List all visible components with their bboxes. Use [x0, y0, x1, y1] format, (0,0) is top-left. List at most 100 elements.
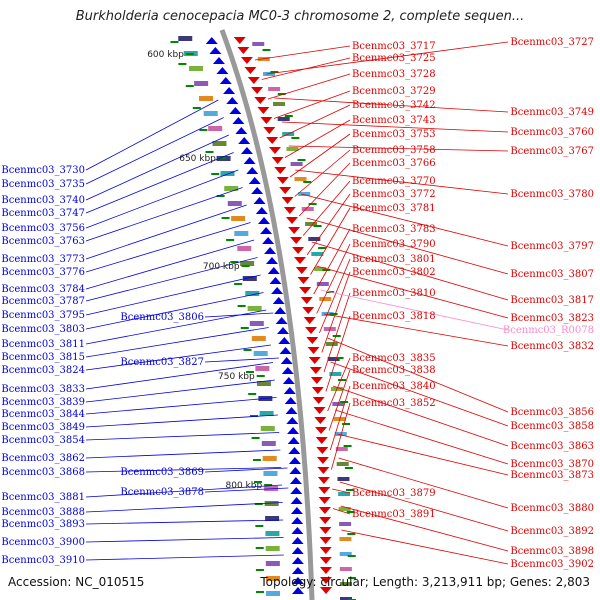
gene-label[interactable]: Bcenmc03_3756 [1, 223, 85, 234]
gene-label[interactable]: Bcenmc03_3725 [352, 53, 436, 64]
gene-label[interactable]: Bcenmc03_3880 [510, 503, 594, 514]
gene-label[interactable]: Bcenmc03_3863 [510, 441, 594, 452]
gene-label[interactable]: Bcenmc03_3766 [352, 158, 436, 169]
gene-label[interactable]: Bcenmc03_3833 [1, 384, 85, 395]
gene-label[interactable]: Bcenmc03_3858 [510, 421, 594, 432]
gene-label[interactable]: Bcenmc03_3787 [1, 296, 85, 307]
gene-label[interactable]: Bcenmc03_3900 [1, 537, 85, 548]
gene-label[interactable]: Bcenmc03_3758 [352, 145, 436, 156]
plus-strand-gene-arrow [291, 517, 304, 524]
gene-leader-line [85, 379, 275, 403]
gene-label[interactable]: Bcenmc03_3802 [352, 267, 436, 278]
gene-label[interactable]: Bcenmc03_3862 [1, 453, 85, 464]
gene-label[interactable]: Bcenmc03_3807 [510, 269, 594, 280]
gene-label[interactable]: Bcenmc03_3781 [352, 203, 436, 214]
gene-label[interactable]: Bcenmc03_3818 [352, 311, 436, 322]
genome-summary-text: Topology: circular; Length: 3,213,911 bp… [260, 575, 590, 589]
gene-label[interactable]: Bcenmc03_3844 [1, 409, 85, 420]
gene-label[interactable]: Bcenmc03_3767 [510, 146, 594, 157]
gene-label[interactable]: Bcenmc03_3763 [1, 236, 85, 247]
gene-label[interactable]: Bcenmc03_3743 [352, 115, 436, 126]
gene-label[interactable]: Bcenmc03_3878 [120, 487, 204, 498]
gene-function-block [314, 267, 327, 271]
plus-strand-gene-arrow [287, 427, 300, 434]
gene-label[interactable]: Bcenmc03_3870 [510, 459, 594, 470]
gene-label[interactable]: Bcenmc03_3735 [1, 179, 85, 190]
gene-function-block [247, 306, 262, 311]
gene-function-block [249, 321, 264, 326]
minus-strand-gene-arrow [271, 157, 284, 164]
gene-label[interactable]: Bcenmc03_3801 [352, 254, 436, 265]
gene-label[interactable]: Bcenmc03_3760 [510, 127, 594, 138]
gene-label[interactable]: Bcenmc03_3839 [1, 397, 85, 408]
gene-label[interactable]: Bcenmc03_3879 [352, 488, 436, 499]
gene-label[interactable]: Bcenmc03_3849 [1, 422, 85, 433]
gene-leader-line [85, 327, 269, 358]
gene-label[interactable]: Bcenmc03_3806 [120, 312, 204, 323]
gene-label[interactable]: Bcenmc03_3902 [510, 559, 594, 570]
chromosome-backbone [219, 29, 315, 600]
gene-label[interactable]: Bcenmc03_3888 [1, 507, 85, 518]
gene-label[interactable]: Bcenmc03_3780 [510, 189, 594, 200]
gene-label[interactable]: Bcenmc03_3856 [510, 407, 594, 418]
gene-label[interactable]: Bcenmc03_3742 [352, 100, 436, 111]
gene-label[interactable]: Bcenmc03_3881 [1, 492, 85, 503]
gene-label[interactable]: Bcenmc03_3892 [510, 526, 594, 537]
gene-leader-line [320, 289, 509, 331]
gene-label[interactable]: Bcenmc03_3854 [1, 435, 85, 446]
gene-label[interactable]: Bcenmc03_3784 [1, 284, 85, 295]
gene-label[interactable]: Bcenmc03_3772 [352, 189, 436, 200]
gene-label[interactable]: Bcenmc03_3747 [1, 208, 85, 219]
gene-label[interactable]: Bcenmc03_3728 [352, 69, 436, 80]
plus-strand-gene-arrow [286, 417, 299, 424]
gene-label[interactable]: Bcenmc03_3823 [510, 313, 594, 324]
gene-label[interactable]: Bcenmc03_3740 [1, 195, 85, 206]
gene-label[interactable]: Bcenmc03_3770 [352, 176, 436, 187]
gene-label[interactable]: Bcenmc03_3729 [352, 86, 436, 97]
gene-label[interactable]: Bcenmc03_3817 [510, 295, 594, 306]
gene-label[interactable]: Bcenmc03_3727 [510, 37, 594, 48]
gene-label[interactable]: Bcenmc03_3898 [510, 546, 594, 557]
plus-strand-gene-arrow [291, 537, 304, 544]
gene-label[interactable]: Bcenmc03_R0078 [503, 325, 594, 336]
gene-label[interactable]: Bcenmc03_3803 [1, 324, 85, 335]
gene-label[interactable]: Bcenmc03_3824 [1, 365, 85, 376]
gene-label[interactable]: Bcenmc03_3730 [1, 165, 85, 176]
gene-label[interactable]: Bcenmc03_3776 [1, 267, 85, 278]
gene-label[interactable]: Bcenmc03_3835 [352, 353, 436, 364]
gene-label[interactable]: Bcenmc03_3717 [352, 41, 436, 52]
gene-label[interactable]: Bcenmc03_3753 [352, 129, 436, 140]
gene-label[interactable]: Bcenmc03_3869 [120, 467, 204, 478]
minus-strand-gene-arrow [317, 477, 330, 484]
gene-label[interactable]: Bcenmc03_3910 [1, 555, 85, 566]
gene-label[interactable]: Bcenmc03_3815 [1, 352, 85, 363]
gene-leader-line [330, 402, 351, 470]
gene-label[interactable]: Bcenmc03_3891 [352, 509, 436, 520]
gene-label[interactable]: Bcenmc03_3797 [510, 241, 594, 252]
gene-label[interactable]: Bcenmc03_3790 [352, 239, 436, 250]
gene-label[interactable]: Bcenmc03_3840 [352, 381, 436, 392]
gene-leader-line [85, 397, 277, 415]
gene-label[interactable]: Bcenmc03_3832 [510, 341, 594, 352]
gene-label[interactable]: Bcenmc03_3827 [120, 357, 204, 368]
gene-label[interactable]: Bcenmc03_3749 [510, 107, 594, 118]
plus-strand-gene-arrow [209, 47, 222, 54]
gene-label[interactable]: Bcenmc03_3852 [352, 398, 436, 409]
gene-label[interactable]: Bcenmc03_3810 [352, 288, 436, 299]
gene-label[interactable]: Bcenmc03_3838 [352, 365, 436, 376]
gene-label[interactable]: Bcenmc03_3873 [510, 470, 594, 481]
gene-label[interactable]: Bcenmc03_3773 [1, 254, 85, 265]
gene-leader-line [339, 481, 509, 532]
plus-strand-gene-arrow [229, 107, 242, 114]
plus-strand-gene-arrow [219, 77, 232, 84]
gene-label[interactable]: Bcenmc03_3795 [1, 310, 85, 321]
gene-function-block [337, 477, 350, 481]
gene-label[interactable]: Bcenmc03_3868 [1, 467, 85, 478]
minus-strand-gene-arrow [319, 527, 332, 534]
gene-label[interactable]: Bcenmc03_3811 [1, 339, 85, 350]
gene-leader-line [85, 537, 284, 543]
minus-strand-gene-arrow [247, 77, 260, 84]
gene-label[interactable]: Bcenmc03_3783 [352, 224, 436, 235]
gene-label[interactable]: Bcenmc03_3893 [1, 519, 85, 530]
